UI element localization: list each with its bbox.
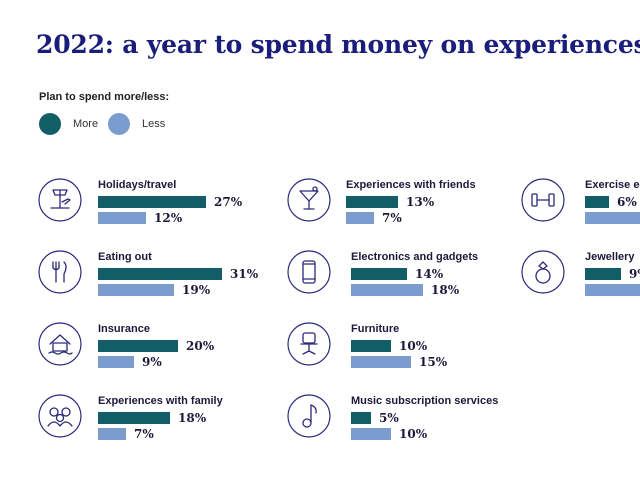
value-more-furniture: 10% xyxy=(399,339,428,353)
legend-less: Less xyxy=(108,113,165,135)
value-more-experiences-with-friends: 13% xyxy=(406,195,435,209)
airport-icon xyxy=(38,178,82,222)
bar-more-music-subscription-services xyxy=(351,412,371,424)
legend-less-label: Less xyxy=(142,118,166,130)
bar-less-music-subscription-services xyxy=(351,428,391,440)
value-more-experiences-with-family: 18% xyxy=(178,411,207,425)
value-more-music-subscription-services: 5% xyxy=(379,411,399,425)
category-label-electronics-and-gadgets: Electronics and gadgets xyxy=(351,251,479,263)
bar-more-exercise-equ xyxy=(585,196,609,208)
category-label-experiences-with-friends: Experiences with friends xyxy=(346,179,476,191)
category-label-eating-out: Eating out xyxy=(98,251,152,263)
bar-more-eating-out xyxy=(98,268,222,280)
music-note-icon xyxy=(287,394,331,438)
bar-less-experiences-with-family xyxy=(98,428,126,440)
value-more-jewellery: 9% xyxy=(629,267,640,281)
legend-less-swatch xyxy=(108,113,130,135)
value-more-insurance: 20% xyxy=(186,339,215,353)
category-label-exercise-equ: Exercise equ xyxy=(585,179,640,191)
legend-title: Plan to spend more/less: xyxy=(39,91,170,103)
legend-more-label: More xyxy=(73,118,99,130)
category-label-holidays-travel: Holidays/travel xyxy=(98,179,177,191)
house-flood-icon xyxy=(38,322,82,366)
bar-more-holidays-travel xyxy=(98,196,206,208)
bar-less-eating-out xyxy=(98,284,174,296)
category-label-jewellery: Jewellery xyxy=(585,251,635,263)
value-more-holidays-travel: 27% xyxy=(214,195,243,209)
value-less-music-subscription-services: 10% xyxy=(399,427,428,441)
value-more-exercise-equ: 6% xyxy=(617,195,637,209)
value-less-electronics-and-gadgets: 18% xyxy=(431,283,460,297)
bar-more-insurance xyxy=(98,340,178,352)
bar-more-electronics-and-gadgets xyxy=(351,268,407,280)
bar-more-experiences-with-friends xyxy=(346,196,398,208)
category-label-insurance: Insurance xyxy=(98,323,150,335)
bar-less-exercise-equ xyxy=(585,212,640,224)
value-more-electronics-and-gadgets: 14% xyxy=(415,267,444,281)
cutlery-icon xyxy=(38,250,82,294)
bar-more-experiences-with-family xyxy=(98,412,170,424)
ring-icon xyxy=(521,250,565,294)
value-less-holidays-travel: 12% xyxy=(154,211,183,225)
bar-more-furniture xyxy=(351,340,391,352)
category-label-experiences-with-family: Experiences with family xyxy=(98,395,223,407)
bar-less-insurance xyxy=(98,356,134,368)
legend-more: More xyxy=(39,113,98,135)
legend-more-swatch xyxy=(39,113,61,135)
bar-less-electronics-and-gadgets xyxy=(351,284,423,296)
value-less-furniture: 15% xyxy=(419,355,448,369)
bar-less-experiences-with-friends xyxy=(346,212,374,224)
smartphone-icon xyxy=(287,250,331,294)
bar-less-furniture xyxy=(351,356,411,368)
category-label-furniture: Furniture xyxy=(351,323,400,335)
bar-less-holidays-travel xyxy=(98,212,146,224)
chart-title: 2022: a year to spend money on experienc… xyxy=(36,30,640,59)
bar-less-jewellery xyxy=(585,284,640,296)
chair-icon xyxy=(287,322,331,366)
value-less-insurance: 9% xyxy=(142,355,162,369)
category-label-music-subscription-services: Music subscription services xyxy=(351,395,499,407)
cocktail-icon xyxy=(287,178,331,222)
value-more-eating-out: 31% xyxy=(230,267,259,281)
bar-more-jewellery xyxy=(585,268,621,280)
value-less-eating-out: 19% xyxy=(182,283,211,297)
dumbbell-icon xyxy=(521,178,565,222)
value-less-experiences-with-family: 7% xyxy=(134,427,154,441)
family-icon xyxy=(38,394,82,438)
value-less-experiences-with-friends: 7% xyxy=(382,211,402,225)
